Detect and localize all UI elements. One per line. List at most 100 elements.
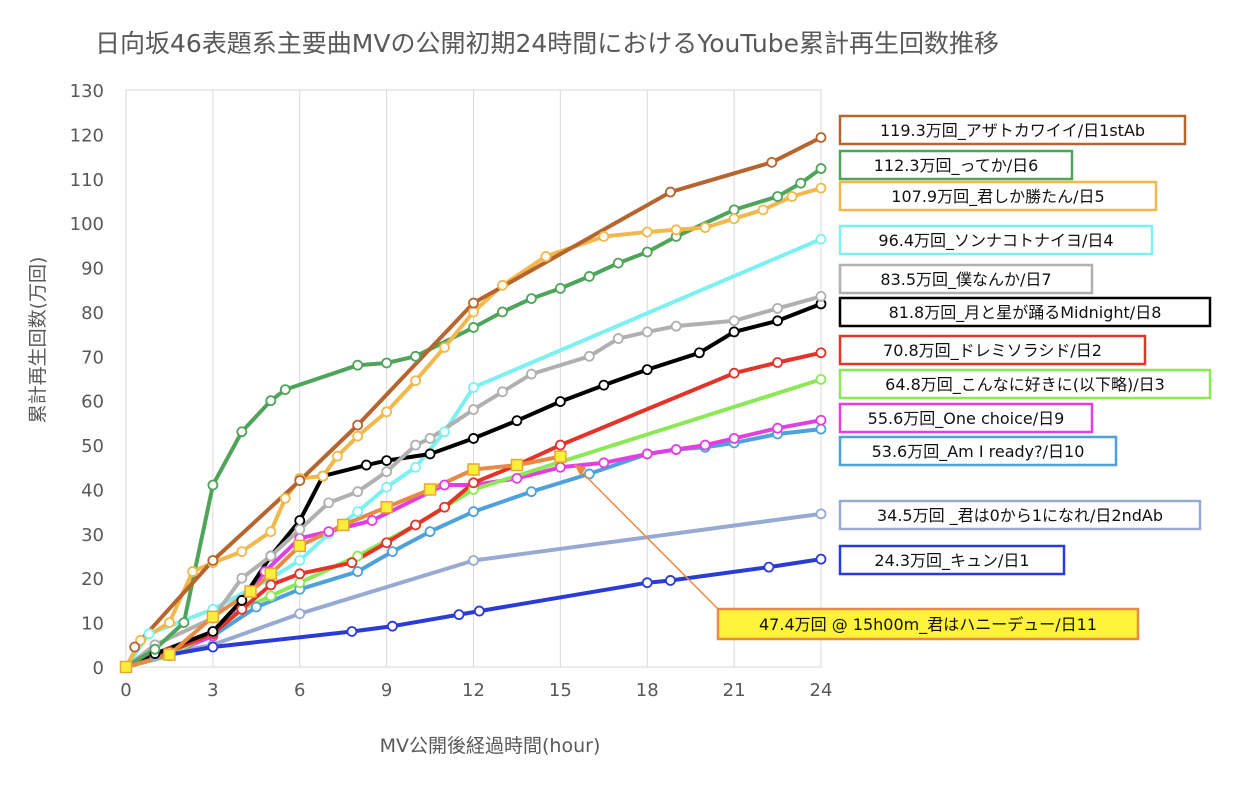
data-point xyxy=(294,555,306,566)
data-point xyxy=(360,459,372,471)
data-point xyxy=(294,475,306,486)
callout-group: 119.3万回_アザトカワイイ/日1stAb 112.3万回_ってか/日6 107.… xyxy=(573,114,1212,641)
data-point xyxy=(583,271,595,282)
data-point xyxy=(381,481,393,493)
data-point xyxy=(815,290,827,302)
data-point xyxy=(815,132,827,143)
data-point xyxy=(149,643,161,655)
data-point xyxy=(815,508,827,520)
data-point xyxy=(178,617,190,629)
data-point xyxy=(772,422,783,434)
callout-arrowhead xyxy=(574,464,587,476)
data-point xyxy=(352,506,364,518)
data-point xyxy=(641,364,653,376)
data-point xyxy=(294,568,306,580)
data-point xyxy=(786,191,798,202)
data-point xyxy=(554,396,566,407)
series-label-box xyxy=(838,334,1147,366)
data-point xyxy=(510,458,524,472)
data-point xyxy=(381,406,393,418)
data-point xyxy=(135,634,146,646)
data-point xyxy=(352,359,364,371)
data-point xyxy=(468,306,479,318)
series-line xyxy=(124,350,823,669)
data-point xyxy=(387,546,398,557)
data-point xyxy=(317,470,329,482)
data-point xyxy=(410,519,421,531)
data-point xyxy=(265,526,277,538)
data-point xyxy=(206,610,220,624)
data-point xyxy=(381,357,393,369)
data-point xyxy=(410,350,421,362)
data-point xyxy=(331,450,343,462)
x-tick-group: 0 3 6 9 12 15 18 21 24 xyxy=(120,680,832,701)
data-point xyxy=(468,555,479,566)
series-label: 119.3万回_アザトカワイイ/日1stAb xyxy=(880,121,1145,141)
data-point xyxy=(410,375,421,387)
series-label: 55.6万回_One choice/日9 xyxy=(868,409,1065,429)
data-point xyxy=(670,320,682,332)
marker-group xyxy=(119,132,827,674)
data-point xyxy=(757,204,769,216)
data-point xyxy=(279,384,291,395)
data-point xyxy=(554,450,567,463)
series-label: 24.3万回_キュン/日1 xyxy=(874,551,1029,571)
y-tick-label: 90 xyxy=(81,259,104,280)
series-label-box xyxy=(838,149,1074,181)
data-point xyxy=(467,463,480,476)
series-label-box xyxy=(838,224,1154,256)
data-point xyxy=(511,415,523,427)
data-point xyxy=(439,501,450,513)
data-point xyxy=(670,444,682,455)
data-point xyxy=(294,515,306,526)
x-tick-label: 9 xyxy=(381,680,392,701)
data-point xyxy=(641,226,653,238)
x-tick-label: 3 xyxy=(207,680,218,701)
data-point xyxy=(468,322,479,333)
y-tick-group: 0 10 20 30 40 50 60 70 80 90 100 110 120 130 xyxy=(70,81,104,679)
data-point xyxy=(294,608,306,620)
data-point xyxy=(554,461,566,473)
data-point xyxy=(346,557,358,569)
data-point xyxy=(772,315,783,327)
data-point xyxy=(468,297,479,309)
y-tick-label: 10 xyxy=(81,614,104,635)
series-label-box xyxy=(838,544,1066,576)
data-point xyxy=(279,492,291,504)
data-point xyxy=(423,483,437,496)
x-tick-label: 24 xyxy=(810,680,833,701)
series-label: 107.9万回_君しか勝たん/日5 xyxy=(891,187,1104,207)
data-point xyxy=(641,326,653,338)
data-point xyxy=(641,246,653,258)
data-point xyxy=(265,590,277,602)
y-tick-label: 100 xyxy=(70,214,104,235)
data-point xyxy=(583,468,595,480)
x-tick-label: 21 xyxy=(723,680,746,701)
data-point xyxy=(728,204,740,216)
data-point xyxy=(815,423,827,435)
series-label: 96.4万回_ソンナコトナイヨ/日4 xyxy=(878,231,1113,251)
data-point xyxy=(381,466,393,478)
data-point xyxy=(352,566,364,577)
series-label: 53.6万回_Am I ready?/日10 xyxy=(872,442,1085,462)
data-point xyxy=(468,506,479,518)
x-tick-label: 15 xyxy=(549,680,572,701)
data-point xyxy=(815,233,827,245)
data-point xyxy=(815,553,827,565)
data-point xyxy=(598,457,610,469)
x-tick-label: 12 xyxy=(462,680,485,701)
data-point xyxy=(424,433,436,444)
data-point xyxy=(772,357,783,368)
series-label-box xyxy=(838,402,1094,434)
series-line xyxy=(132,135,823,649)
x-tick-label: 18 xyxy=(636,680,659,701)
callout-arrow xyxy=(573,464,719,610)
series-label-box xyxy=(838,499,1202,531)
data-point xyxy=(665,186,676,198)
data-point xyxy=(380,500,393,514)
data-point xyxy=(236,603,248,615)
data-point xyxy=(526,293,537,305)
data-point xyxy=(410,461,421,473)
series-label-box xyxy=(716,607,1140,641)
